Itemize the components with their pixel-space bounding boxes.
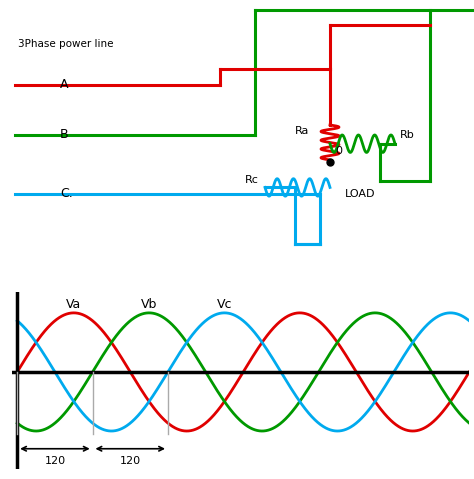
Text: Vb: Vb (141, 298, 157, 311)
Text: Vc: Vc (217, 298, 232, 311)
Text: 120: 120 (45, 456, 65, 466)
Text: A: A (60, 79, 69, 91)
Text: Ra: Ra (295, 126, 310, 136)
Text: 120: 120 (120, 456, 141, 466)
Text: Va: Va (66, 298, 82, 311)
Text: 0: 0 (335, 146, 342, 156)
Text: Rb: Rb (400, 130, 415, 140)
Text: 3Phase power line: 3Phase power line (18, 39, 113, 49)
Text: LOAD: LOAD (345, 189, 375, 199)
Text: Rc: Rc (245, 175, 259, 185)
Text: B: B (60, 128, 69, 141)
Text: C.: C. (60, 187, 73, 200)
